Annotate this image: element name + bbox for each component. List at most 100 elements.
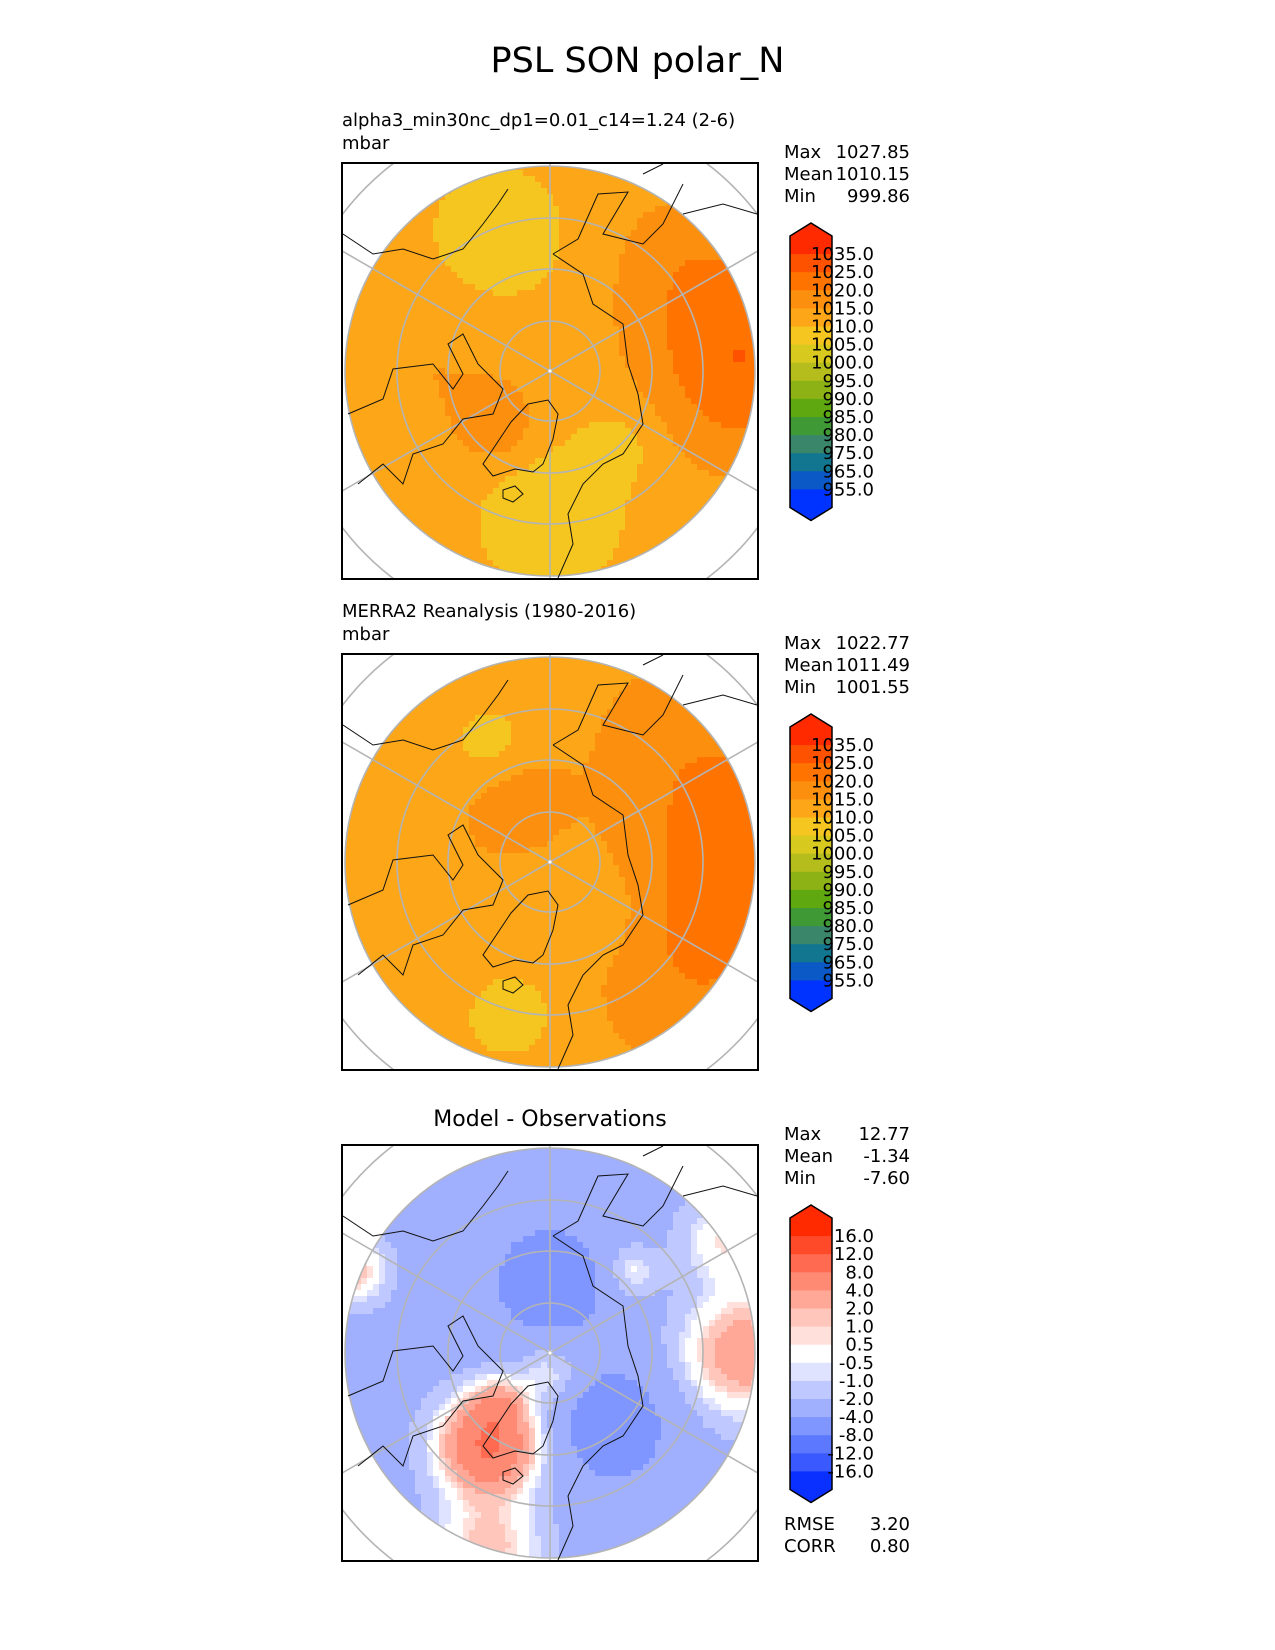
contour-cell bbox=[529, 308, 536, 315]
contour-cell bbox=[577, 308, 584, 315]
contour-cell bbox=[367, 410, 374, 417]
contour-cell bbox=[529, 290, 536, 297]
contour-cell bbox=[679, 344, 686, 351]
contour-cell bbox=[493, 416, 500, 423]
contour-cell bbox=[361, 368, 368, 375]
contour-cell bbox=[715, 296, 722, 303]
contour-cell bbox=[499, 272, 506, 279]
contour-cell bbox=[751, 362, 757, 369]
contour-cell bbox=[421, 380, 428, 387]
contour-cell bbox=[661, 290, 668, 297]
contour-cell bbox=[571, 781, 578, 788]
contour-cell bbox=[511, 422, 518, 429]
contour-cell bbox=[373, 308, 380, 315]
contour-cell bbox=[643, 769, 650, 776]
contour-cell bbox=[595, 476, 602, 483]
contour-cell bbox=[475, 398, 482, 405]
contour-cell bbox=[463, 254, 470, 261]
contour-cell bbox=[505, 230, 512, 237]
contour-cell bbox=[577, 182, 584, 189]
contour-cell bbox=[367, 392, 374, 399]
contour-cell bbox=[409, 422, 416, 429]
contour-cell bbox=[385, 452, 392, 459]
contour-cell bbox=[487, 763, 494, 770]
contour-cell bbox=[733, 320, 740, 327]
stat-value: 1027.85 bbox=[836, 142, 910, 164]
contour-cell bbox=[529, 206, 536, 213]
contour-cell bbox=[529, 392, 536, 399]
contour-cell bbox=[421, 404, 428, 411]
contour-cell bbox=[715, 362, 722, 369]
contour-cell bbox=[637, 338, 644, 345]
contour-cell bbox=[679, 500, 686, 507]
contour-cell bbox=[493, 709, 500, 716]
contour-cell bbox=[595, 176, 602, 183]
contour-cell bbox=[685, 350, 692, 357]
contour-cell bbox=[517, 745, 524, 752]
contour-cell bbox=[559, 296, 566, 303]
contour-cell bbox=[451, 182, 458, 189]
contour-cell bbox=[697, 236, 704, 243]
contour-cell bbox=[445, 218, 452, 225]
contour-cell bbox=[577, 212, 584, 219]
contour-cell bbox=[379, 344, 386, 351]
contour-cell bbox=[625, 272, 632, 279]
contour-cell bbox=[409, 500, 416, 507]
contour-cell bbox=[451, 362, 458, 369]
contour-cell bbox=[439, 224, 446, 231]
contour-cell bbox=[409, 769, 416, 776]
contour-cell bbox=[403, 488, 410, 495]
contour-cell bbox=[439, 524, 446, 531]
contour-cell bbox=[541, 572, 548, 578]
contour-cell bbox=[715, 476, 722, 483]
contour-cell bbox=[703, 362, 710, 369]
contour-cell bbox=[421, 386, 428, 393]
contour-cell bbox=[397, 440, 404, 447]
contour-cell bbox=[529, 769, 536, 776]
contour-cell bbox=[421, 398, 428, 405]
contour-cell bbox=[421, 410, 428, 417]
contour-cell bbox=[685, 464, 692, 471]
contour-cell bbox=[715, 494, 722, 501]
contour-cell bbox=[625, 775, 632, 782]
contour-cell bbox=[451, 212, 458, 219]
contour-cell bbox=[709, 500, 716, 507]
contour-cell bbox=[589, 284, 596, 291]
contour-cell bbox=[469, 452, 476, 459]
contour-cell bbox=[733, 392, 740, 399]
contour-cell bbox=[637, 284, 644, 291]
contour-cell bbox=[469, 530, 476, 537]
contour-cell bbox=[643, 709, 650, 716]
contour-cell bbox=[391, 392, 398, 399]
contour-cell bbox=[499, 518, 506, 525]
contour-cell bbox=[361, 362, 368, 369]
contour-cell bbox=[571, 715, 578, 722]
contour-cell bbox=[451, 374, 458, 381]
contour-cell bbox=[601, 745, 608, 752]
contour-cell bbox=[619, 308, 626, 315]
contour-cell bbox=[601, 434, 608, 441]
contour-cell bbox=[535, 188, 542, 195]
contour-cell bbox=[499, 751, 506, 758]
contour-cell bbox=[445, 410, 452, 417]
contour-cell bbox=[637, 524, 644, 531]
contour-cell bbox=[475, 703, 482, 710]
contour-cell bbox=[517, 679, 524, 686]
contour-cell bbox=[559, 685, 566, 692]
stat-value: 999.86 bbox=[847, 186, 910, 208]
contour-cell bbox=[463, 206, 470, 213]
contour-cell bbox=[499, 733, 506, 740]
contour-cell bbox=[481, 434, 488, 441]
contour-cell bbox=[577, 362, 584, 369]
contour-cell bbox=[553, 697, 560, 704]
contour-cell bbox=[463, 452, 470, 459]
contour-cell bbox=[451, 697, 458, 704]
contour-cell bbox=[589, 194, 596, 201]
contour-cell bbox=[673, 236, 680, 243]
contour-cell bbox=[577, 428, 584, 435]
contour-cell bbox=[475, 206, 482, 213]
contour-cell bbox=[541, 290, 548, 297]
contour-cell bbox=[523, 458, 530, 465]
contour-cell bbox=[709, 350, 716, 357]
contour-cell bbox=[655, 703, 662, 710]
